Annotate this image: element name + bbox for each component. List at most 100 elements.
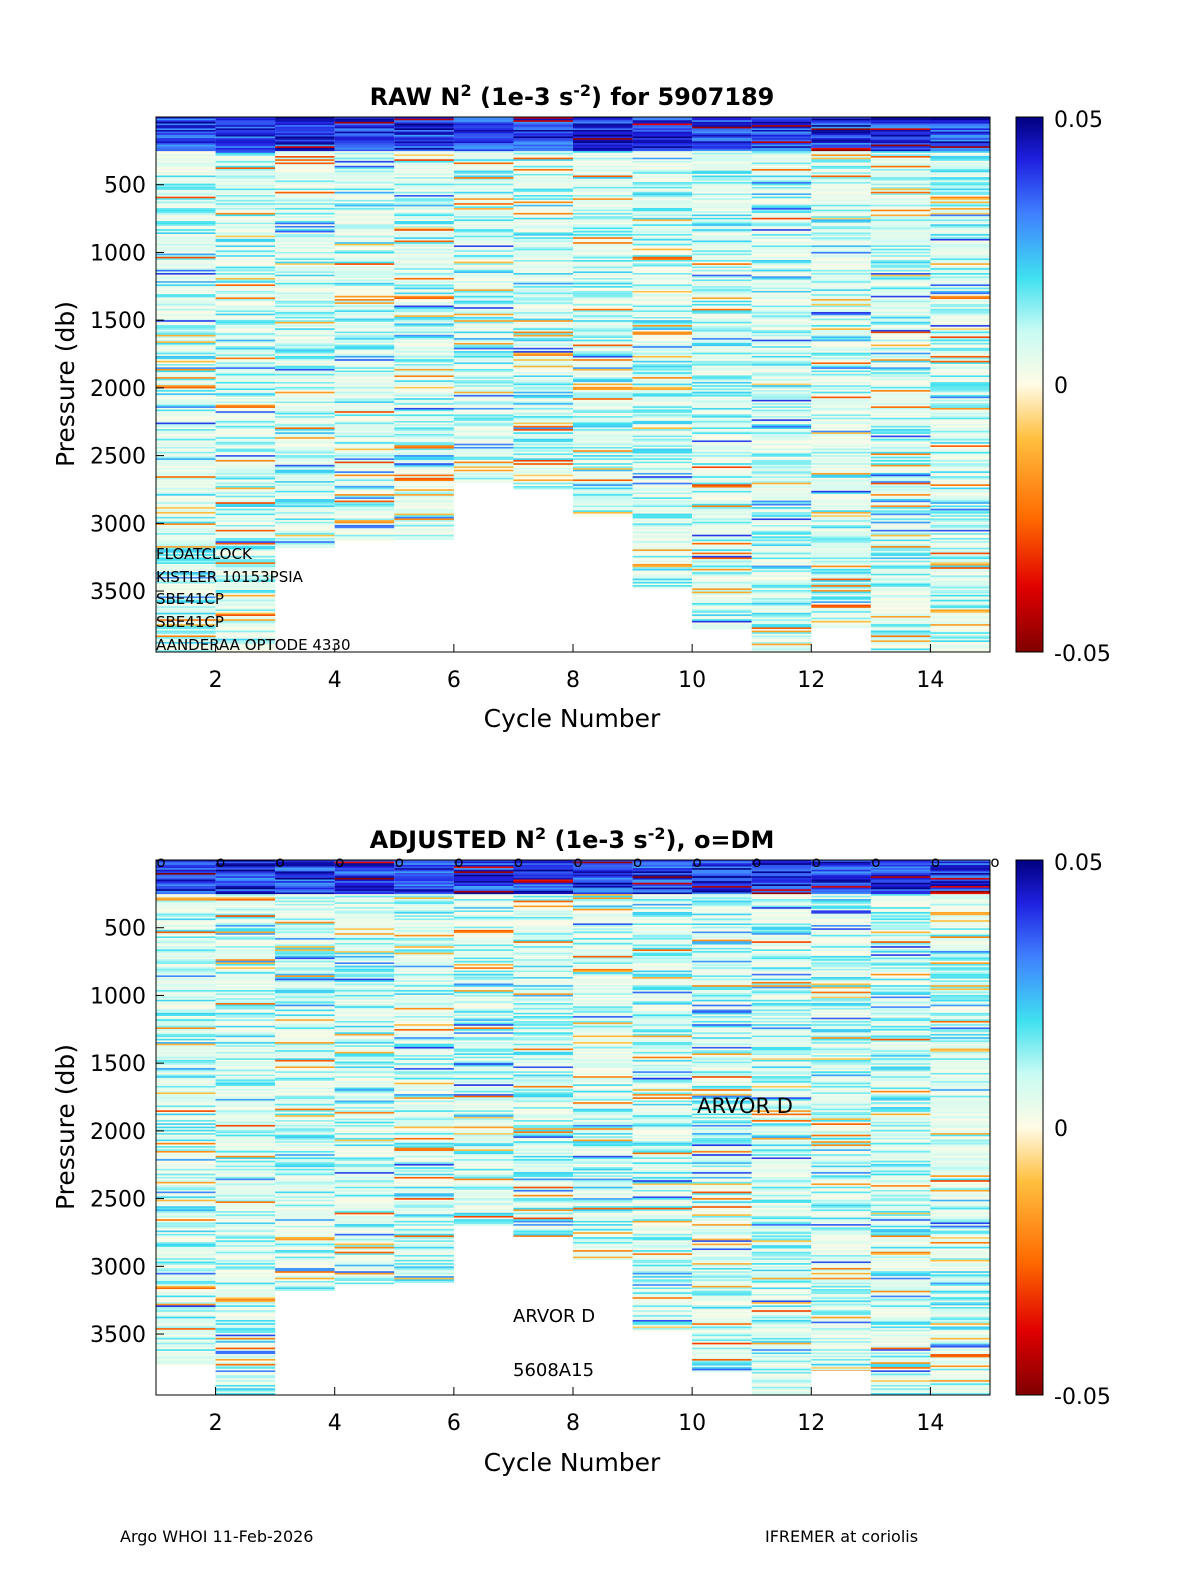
raw-cell <box>513 144 573 147</box>
raw-cell <box>751 183 812 186</box>
adjusted-cell <box>215 928 276 931</box>
raw-cell <box>334 471 395 474</box>
raw-cell <box>751 346 812 349</box>
raw-cell <box>573 180 633 183</box>
adjusted-cell <box>215 1376 276 1379</box>
raw-cell <box>632 497 693 500</box>
raw-cell <box>811 468 871 470</box>
raw-cell <box>870 346 931 349</box>
raw-cell <box>870 516 931 519</box>
raw-cell <box>692 614 752 617</box>
raw-cell <box>751 632 812 635</box>
raw-cell <box>573 146 633 149</box>
adjusted-cell <box>215 998 276 1001</box>
raw-cell <box>275 487 335 490</box>
raw-cell <box>870 377 931 379</box>
raw-cell <box>573 425 633 428</box>
raw-cell <box>870 432 931 435</box>
adjusted-cell <box>215 1206 276 1209</box>
adjusted-cell <box>215 1084 276 1087</box>
raw-cell <box>513 260 573 262</box>
raw-heatmap <box>156 117 990 653</box>
raw-cell <box>156 396 216 399</box>
raw-cell <box>870 208 931 210</box>
raw-cell <box>870 640 931 643</box>
raw-cell <box>870 349 931 352</box>
raw-cell <box>394 326 454 329</box>
adjusted-cell <box>215 972 276 975</box>
raw-cell <box>751 146 812 149</box>
raw-cell <box>870 637 931 640</box>
raw-cell <box>453 308 514 311</box>
raw-cell <box>870 617 931 620</box>
adjusted-cell <box>275 1165 335 1168</box>
raw-cell <box>334 342 395 345</box>
raw-cell <box>811 354 871 357</box>
adjusted-cell <box>156 1068 216 1070</box>
adjusted-cell <box>275 1071 335 1074</box>
raw-cell <box>870 292 931 295</box>
raw-cell <box>275 524 335 527</box>
raw-cell <box>870 541 931 544</box>
raw-cell <box>811 562 871 565</box>
raw-cell <box>692 279 752 282</box>
raw-cell <box>692 625 752 628</box>
raw-cell <box>275 136 335 139</box>
raw-cell <box>156 620 216 623</box>
raw-cell <box>394 394 454 397</box>
raw-cell <box>751 159 812 162</box>
raw-cell <box>870 627 931 630</box>
raw-cell <box>156 606 216 609</box>
adjusted-cell <box>156 1209 216 1212</box>
raw-cell <box>573 388 633 391</box>
raw-cell <box>870 602 931 605</box>
raw-cell <box>751 641 812 644</box>
raw-cell <box>215 352 276 355</box>
raw-cell <box>632 385 693 388</box>
raw-cell <box>870 243 931 246</box>
raw-cell <box>751 391 812 394</box>
raw-cell <box>156 339 216 342</box>
raw-cell <box>632 485 693 488</box>
raw-cell <box>692 594 752 597</box>
adjusted-cell <box>275 926 335 929</box>
adjusted-cell <box>275 864 335 867</box>
raw-cell <box>573 269 633 272</box>
raw-cell <box>394 134 454 137</box>
raw-cell <box>394 331 454 334</box>
raw-cell <box>811 521 871 524</box>
raw-cell <box>632 463 693 466</box>
adjusted-cell <box>275 1011 335 1014</box>
adjusted-cell <box>215 1319 276 1322</box>
raw-cell <box>156 403 216 405</box>
raw-cell <box>573 446 633 449</box>
raw-column-cycle-2 <box>215 117 276 653</box>
raw-cell <box>870 245 931 248</box>
raw-cell <box>751 125 812 128</box>
adjusted-cell <box>215 1261 276 1264</box>
raw-cell <box>692 377 752 379</box>
raw-cell <box>453 277 514 280</box>
adjusted-cell <box>156 869 216 872</box>
raw-cell <box>692 417 752 420</box>
raw-column-cycle-12 <box>811 117 871 628</box>
raw-cell <box>275 448 335 451</box>
adjusted-cell <box>275 1137 335 1140</box>
raw-cell <box>275 312 335 314</box>
raw-cell <box>453 471 514 474</box>
raw-cell <box>930 576 990 579</box>
raw-cell <box>692 406 752 409</box>
raw-cell <box>275 139 335 142</box>
raw-cell <box>394 321 454 324</box>
raw-cell <box>513 154 573 157</box>
raw-cell <box>334 225 395 228</box>
adjusted-cell <box>156 1214 216 1217</box>
raw-cell <box>870 549 931 552</box>
raw-cell <box>632 276 693 279</box>
raw-cell <box>215 461 276 464</box>
raw-cell <box>334 117 395 119</box>
raw-cell <box>930 242 990 245</box>
raw-cell <box>692 442 752 444</box>
raw-cell <box>930 638 990 641</box>
adjusted-cell <box>275 1115 335 1118</box>
